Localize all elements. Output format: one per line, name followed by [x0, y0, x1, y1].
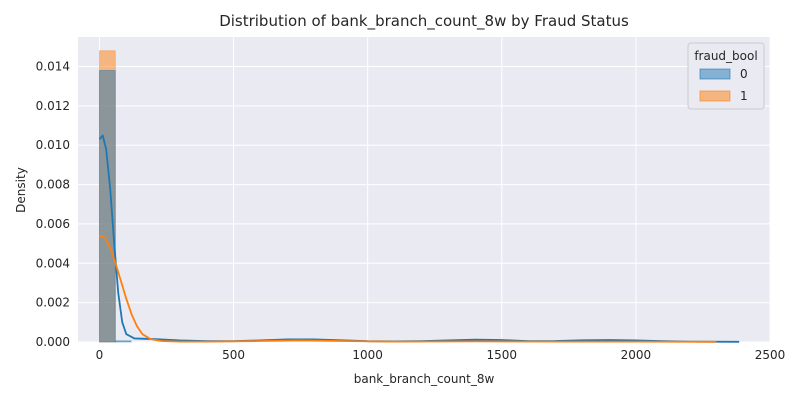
legend-swatch-1 [699, 90, 731, 102]
y-tick-label: 0.010 [36, 138, 70, 152]
y-tick-label: 0.000 [36, 335, 70, 349]
x-tick-label: 2000 [621, 348, 652, 362]
y-tick-label: 0.006 [36, 217, 70, 231]
y-tick-label: 0.014 [36, 60, 70, 74]
grid-layer [78, 37, 771, 343]
ticks-layer: 0 500 1000 1500 2000 2500 0.000 0.002 0.004 0.006… [36, 60, 786, 362]
kde-layer [98, 134, 740, 343]
plot-background [78, 37, 770, 342]
chart-title: Distribution of bank_branch_count_8w by … [219, 12, 629, 31]
x-tick-label: 500 [222, 348, 245, 362]
y-tick-label: 0.004 [36, 256, 70, 270]
legend: fraud_bool 0 1 [687, 42, 765, 110]
histogram-bar-0 [114, 340, 132, 343]
x-tick-label: 1500 [487, 348, 518, 362]
x-tick-label: 0 [96, 348, 104, 362]
y-axis-label: Density [14, 167, 28, 213]
legend-swatch-0 [699, 68, 731, 80]
legend-label-0: 0 [740, 67, 748, 81]
histogram-bar-0 [99, 70, 116, 343]
kde-line-1 [99, 234, 717, 343]
y-tick-label: 0.002 [36, 296, 70, 310]
y-tick-label: 0.008 [36, 178, 70, 192]
kde-line-0 [98, 134, 740, 343]
x-tick-label: 2500 [755, 348, 786, 362]
legend-title: fraud_bool [694, 49, 757, 63]
legend-label-1: 1 [740, 89, 748, 103]
x-axis-label: bank_branch_count_8w [354, 372, 495, 386]
y-tick-label: 0.012 [36, 99, 70, 113]
x-tick-label: 1000 [352, 348, 383, 362]
